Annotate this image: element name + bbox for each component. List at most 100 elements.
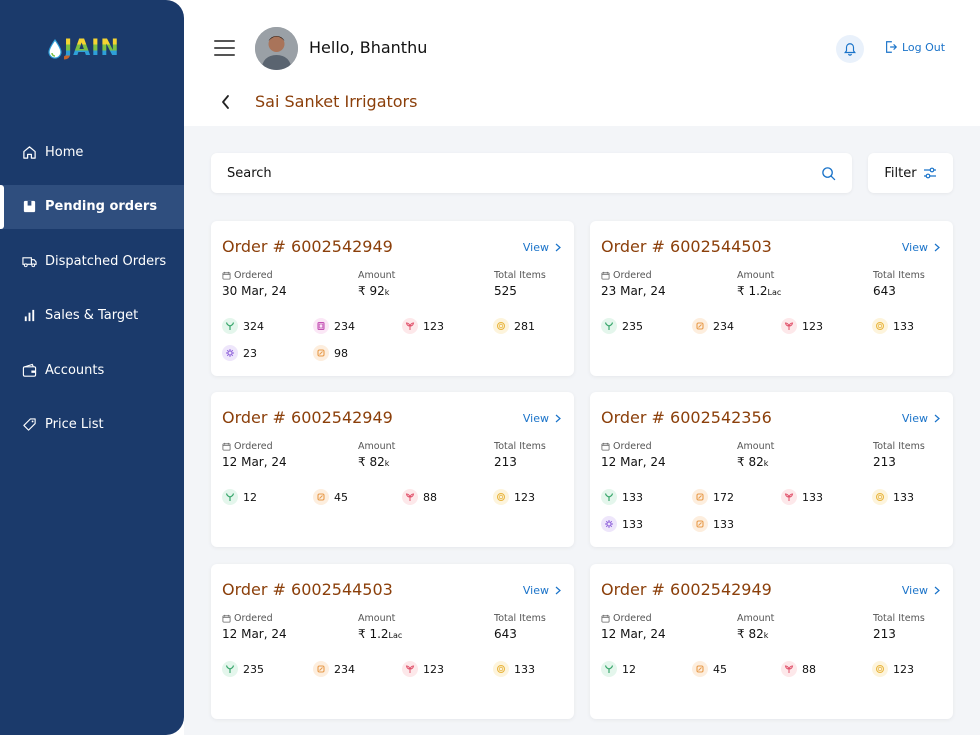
- product-count: 123: [893, 662, 914, 676]
- order-card[interactable]: Order # 6002542949 View Ordered 30 Mar, 24 A…: [211, 221, 574, 376]
- amount-label-text: Amount: [358, 613, 396, 624]
- search-icon[interactable]: [821, 166, 836, 181]
- order-card[interactable]: Order # 6002544503 View Ordered 12 Mar, 24 A…: [211, 564, 574, 719]
- jain-logo[interactable]: JAIN: [48, 36, 120, 61]
- product-count: 98: [334, 346, 348, 360]
- order-card[interactable]: Order # 6002542949 View Ordered 12 Mar, 24 A…: [211, 392, 574, 547]
- sidebar-item-sales-target[interactable]: Sales & Target: [0, 294, 184, 338]
- product-stat: 133: [872, 318, 914, 334]
- coin-icon: [872, 661, 888, 677]
- order-number: Order # 6002542949: [601, 580, 772, 599]
- calendar-icon: [222, 271, 231, 280]
- total-items-value: 213: [873, 627, 896, 641]
- amount-label: Amount: [358, 613, 395, 624]
- product-stat: 12: [601, 661, 636, 677]
- wallet-icon: [22, 363, 37, 378]
- view-label: View: [522, 584, 549, 597]
- view-order-link[interactable]: View: [523, 241, 561, 254]
- calendar-icon: [601, 614, 610, 623]
- product-stat: 123: [402, 318, 444, 334]
- sidebar-item-pending-orders[interactable]: Pending orders: [0, 184, 184, 229]
- product-count: 324: [243, 319, 264, 333]
- sprinkler-icon: [601, 661, 617, 677]
- amount-unit: k: [384, 459, 390, 468]
- sidebar-item-price-list[interactable]: Price List: [0, 403, 184, 447]
- back-arrow-icon[interactable]: [220, 94, 232, 110]
- amount-unit: k: [763, 459, 769, 468]
- product-stat: 235: [222, 661, 264, 677]
- ordered-date: 12 Mar, 24: [601, 455, 666, 469]
- logo-text: JAIN: [64, 36, 120, 61]
- view-order-link[interactable]: View: [902, 584, 940, 597]
- view-order-link[interactable]: View: [902, 241, 940, 254]
- product-stat: 324: [222, 318, 264, 334]
- view-order-link[interactable]: View: [523, 584, 561, 597]
- product-count: 133: [893, 490, 914, 504]
- product-count: 234: [334, 319, 355, 333]
- logout-button[interactable]: Log Out: [884, 40, 945, 54]
- view-order-link[interactable]: View: [523, 412, 561, 425]
- product-count: 133: [713, 517, 734, 531]
- product-count: 12: [622, 662, 636, 676]
- document-icon: [313, 318, 329, 334]
- sidebar-item-home[interactable]: Home: [0, 130, 184, 174]
- sidebar-item-label: Home: [45, 144, 84, 160]
- product-count: 123: [423, 662, 444, 676]
- amount-label: Amount: [358, 270, 395, 281]
- pipe-fitting-icon: [692, 516, 708, 532]
- view-label: View: [901, 241, 928, 254]
- total-items-label-text: Total Items: [494, 613, 546, 624]
- hamburger-menu-icon[interactable]: [214, 40, 236, 56]
- amount-number: ₹ 82: [737, 455, 764, 469]
- search-input[interactable]: Search: [211, 153, 852, 193]
- pipe-fitting-icon: [313, 661, 329, 677]
- amount-label-text: Amount: [358, 441, 396, 452]
- ordered-label-text: Ordered: [234, 441, 273, 452]
- ordered-label-text: Ordered: [613, 441, 652, 452]
- product-stat: 281: [493, 318, 535, 334]
- product-stat: 23: [222, 345, 257, 361]
- truck-icon: [22, 254, 37, 269]
- sidebar-item-dispatched-orders[interactable]: Dispatched Orders: [0, 239, 184, 283]
- greeting-text: Hello, Bhanthu: [309, 38, 428, 57]
- view-label: View: [522, 241, 549, 254]
- sliders-icon: [923, 167, 936, 179]
- product-count: 133: [802, 490, 823, 504]
- calendar-icon: [601, 442, 610, 451]
- ordered-date: 23 Mar, 24: [601, 284, 666, 298]
- order-card[interactable]: Order # 6002542356 View Ordered 12 Mar, 24 A…: [590, 392, 953, 547]
- product-stat: 133: [872, 489, 914, 505]
- ordered-label-text: Ordered: [613, 613, 652, 624]
- order-card[interactable]: Order # 6002542949 View Ordered 12 Mar, 24 A…: [590, 564, 953, 719]
- plant-icon: [781, 318, 797, 334]
- amount-value: ₹ 82k: [737, 455, 768, 469]
- ordered-label-text: Ordered: [234, 613, 273, 624]
- amount-value: ₹ 92k: [358, 284, 389, 298]
- order-card[interactable]: Order # 6002544503 View Ordered 23 Mar, 24 A…: [590, 221, 953, 376]
- avatar[interactable]: [255, 27, 298, 70]
- ordered-date: 12 Mar, 24: [222, 627, 287, 641]
- plant-icon: [781, 489, 797, 505]
- product-count: 88: [423, 490, 437, 504]
- product-stat: 123: [781, 318, 823, 334]
- sidebar-item-accounts[interactable]: Accounts: [0, 348, 184, 392]
- total-items-value: 213: [494, 455, 517, 469]
- amount-number: ₹ 92: [358, 284, 385, 298]
- product-count: 45: [334, 490, 348, 504]
- sidebar-item-label: Sales & Target: [45, 308, 139, 323]
- box-icon: [22, 199, 37, 214]
- product-stat: 133: [601, 516, 643, 532]
- notification-button[interactable]: [836, 35, 864, 63]
- sidebar-item-label: Dispatched Orders: [45, 253, 167, 269]
- view-order-link[interactable]: View: [902, 412, 940, 425]
- total-items-label: Total Items: [494, 441, 546, 452]
- filter-button[interactable]: Filter: [868, 153, 953, 193]
- amount-value: ₹ 82k: [737, 627, 768, 641]
- water-drop-icon: [48, 38, 62, 59]
- ordered-label: Ordered: [222, 613, 273, 624]
- product-count: 123: [802, 319, 823, 333]
- view-label: View: [901, 412, 928, 425]
- ordered-date: 12 Mar, 24: [222, 455, 287, 469]
- plant-icon: [402, 489, 418, 505]
- coin-icon: [872, 489, 888, 505]
